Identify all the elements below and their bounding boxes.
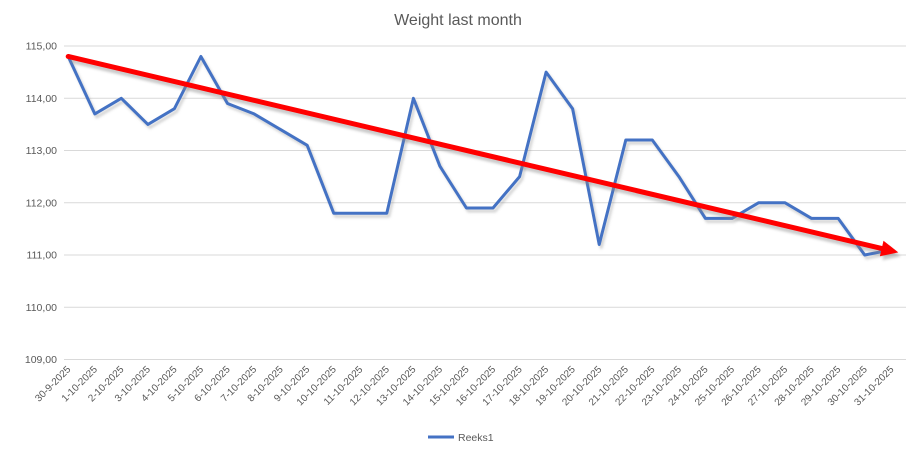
y-axis-tick-label: 115,00	[26, 41, 57, 53]
gridlines-layer	[64, 45, 906, 360]
trend-arrow-line	[65, 53, 887, 252]
series-polyline	[66, 55, 893, 257]
series-layer	[66, 55, 895, 260]
y-axis-tick-label: 110,00	[26, 302, 57, 314]
trendline-layer	[65, 53, 901, 261]
y-axis-labels: 109,00 110,00 111,00 112,00 113,00 114,00 115,…	[25, 41, 57, 367]
trend-arrow-shadow	[70, 58, 901, 261]
y-axis-tick-label: 112,00	[26, 197, 57, 209]
y-axis-tick-label: 109,00	[25, 354, 57, 366]
chart-title: Weight last month	[394, 12, 522, 29]
legend-label: Reeks1	[458, 432, 494, 444]
y-axis-tick-label: 111,00	[26, 250, 57, 262]
trend-arrow	[65, 53, 899, 257]
legend: Reeks1	[428, 432, 494, 444]
y-axis-tick-label: 114,00	[26, 93, 57, 105]
y-axis-tick-label: 113,00	[26, 145, 57, 157]
x-axis-labels: 30-9-20251-10-20252-10-20253-10-20254-10…	[33, 364, 896, 408]
trend-arrowhead	[879, 240, 899, 257]
